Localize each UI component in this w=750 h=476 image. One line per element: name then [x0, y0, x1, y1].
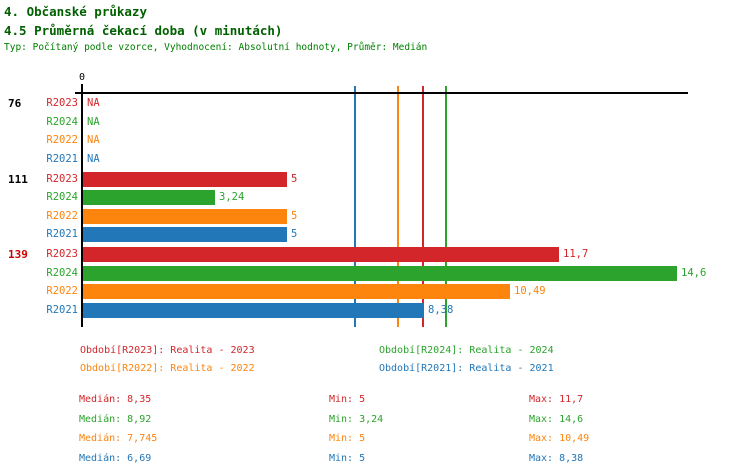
- bar-r2022: [83, 209, 287, 224]
- bar-value-label: 5: [291, 228, 298, 240]
- bar-r2024: [83, 266, 677, 281]
- legend-item-r2021: Období[R2021]: Realita - 2021: [379, 363, 554, 374]
- series-label: R2024: [46, 191, 78, 203]
- na-label: NA: [87, 116, 100, 128]
- series-label: R2022: [46, 134, 78, 146]
- na-label: NA: [87, 153, 100, 165]
- bar-r2022: [83, 284, 510, 299]
- report-section-title: 4. Občanské průkazy: [4, 4, 147, 19]
- bar-value-label: 10,49: [514, 285, 546, 297]
- na-label: NA: [87, 97, 100, 109]
- series-label: R2023: [46, 97, 78, 109]
- bar-value-label: 8,38: [428, 304, 454, 316]
- stat-min-r2021: Min: 5: [329, 453, 366, 464]
- stat-median-r2022: Medián: 7,745: [79, 433, 158, 444]
- series-label: R2023: [46, 173, 78, 185]
- legend-item-r2023: Období[R2023]: Realita - 2023: [80, 345, 255, 356]
- stat-max-r2024: Max: 14,6: [529, 414, 584, 425]
- bar-value-label: 14,6: [681, 267, 707, 279]
- stat-min-r2024: Min: 3,24: [329, 414, 384, 425]
- group-label: 76: [8, 97, 22, 110]
- na-label: NA: [87, 134, 100, 146]
- group-label: 139: [8, 248, 28, 261]
- group-label: 111: [8, 172, 28, 186]
- series-label: R2021: [46, 304, 78, 316]
- median-line-r2024: [445, 86, 447, 327]
- stat-min-r2022: Min: 5: [329, 433, 366, 444]
- stat-min-r2023: Min: 5: [329, 394, 366, 405]
- series-label: R2021: [46, 228, 78, 240]
- y-axis-line: [81, 84, 83, 327]
- median-line-r2022: [397, 86, 399, 327]
- stat-max-r2022: Max: 10,49: [529, 433, 590, 444]
- series-label: R2022: [46, 210, 78, 222]
- bar-r2023: [83, 247, 559, 262]
- series-label: R2024: [46, 116, 78, 128]
- stat-median-r2023: Medián: 8,35: [79, 394, 152, 405]
- bar-value-label: 3,24: [219, 191, 245, 203]
- chart-title: 4.5 Průměrná čekací doba (v minutách): [4, 23, 283, 38]
- chart-subtitle: Typ: Počítaný podle vzorce, Vyhodnocení:…: [4, 42, 428, 53]
- series-label: R2021: [46, 153, 78, 165]
- bar-r2021: [83, 227, 287, 242]
- stat-max-r2021: Max: 8,38: [529, 453, 584, 464]
- bar-r2024: [83, 190, 215, 205]
- bar-r2021: [83, 303, 424, 318]
- median-line-r2023: [422, 86, 424, 327]
- series-label: R2022: [46, 285, 78, 297]
- stat-median-r2021: Medián: 6,69: [79, 453, 152, 464]
- series-label: R2024: [46, 267, 78, 279]
- legend-item-r2022: Období[R2022]: Realita - 2022: [80, 363, 255, 374]
- median-line-r2021: [354, 86, 356, 327]
- bar-r2023: [83, 172, 287, 187]
- x-axis-line: [75, 92, 688, 94]
- series-label: R2023: [46, 248, 78, 260]
- bar-value-label: 11,7: [563, 248, 589, 260]
- bar-value-label: 5: [291, 173, 298, 185]
- legend-item-r2024: Období[R2024]: Realita - 2024: [379, 345, 554, 356]
- axis-origin-label: 0: [78, 72, 86, 83]
- stat-max-r2023: Max: 11,7: [529, 394, 584, 405]
- bar-value-label: 5: [291, 210, 298, 222]
- stat-median-r2024: Medián: 8,92: [79, 414, 152, 425]
